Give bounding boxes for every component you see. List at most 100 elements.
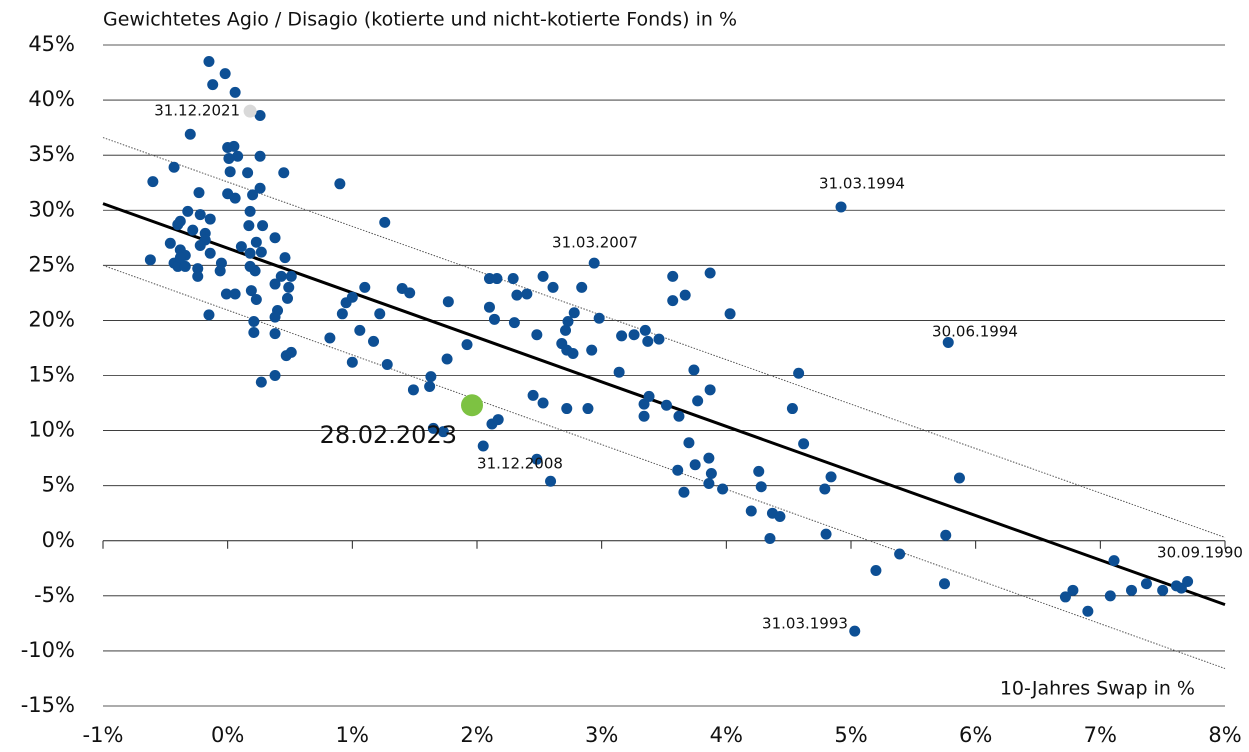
point bbox=[1059, 591, 1071, 603]
point bbox=[174, 252, 186, 264]
point bbox=[250, 236, 262, 248]
point bbox=[346, 356, 358, 368]
annotation: 30.06.1994 bbox=[932, 323, 1018, 341]
point bbox=[1082, 605, 1094, 617]
point bbox=[1067, 584, 1079, 596]
point bbox=[628, 329, 640, 341]
point bbox=[229, 192, 241, 204]
highlight-point bbox=[461, 394, 484, 417]
point bbox=[229, 86, 241, 98]
point bbox=[220, 288, 232, 300]
point bbox=[229, 288, 241, 300]
point bbox=[368, 335, 380, 347]
point bbox=[679, 289, 691, 301]
point bbox=[545, 475, 557, 487]
y-tick-label: 15% bbox=[28, 363, 75, 387]
point bbox=[593, 312, 605, 324]
point bbox=[672, 464, 684, 476]
point bbox=[953, 472, 965, 484]
chart-title: Gewichtetes Agio / Disagio (kotierte und… bbox=[103, 9, 737, 31]
y-tick-label: -15% bbox=[21, 693, 75, 717]
point bbox=[187, 224, 199, 236]
point bbox=[192, 270, 204, 282]
point bbox=[235, 241, 247, 253]
point bbox=[537, 397, 549, 409]
point bbox=[243, 220, 255, 232]
point bbox=[798, 438, 810, 450]
point bbox=[354, 324, 366, 336]
point bbox=[567, 347, 579, 359]
point bbox=[204, 213, 216, 225]
point bbox=[511, 289, 523, 301]
point bbox=[269, 311, 281, 323]
x-tick-label: 7% bbox=[1084, 723, 1117, 747]
point bbox=[324, 332, 336, 344]
point bbox=[683, 437, 695, 449]
x-tick-label: 2% bbox=[460, 723, 493, 747]
point bbox=[667, 295, 679, 307]
point bbox=[793, 367, 805, 379]
point bbox=[531, 329, 543, 341]
point bbox=[616, 330, 628, 342]
point bbox=[203, 56, 215, 68]
point bbox=[703, 477, 715, 489]
annotation: 31.03.1994 bbox=[819, 175, 905, 193]
point bbox=[269, 328, 281, 340]
point bbox=[182, 205, 194, 217]
point bbox=[667, 270, 679, 282]
point bbox=[477, 440, 489, 452]
point bbox=[427, 422, 439, 434]
point bbox=[461, 339, 473, 351]
point bbox=[374, 308, 386, 320]
y-tick-label: 45% bbox=[28, 32, 75, 56]
point bbox=[285, 270, 297, 282]
point bbox=[678, 486, 690, 498]
y-tick-label: 20% bbox=[28, 307, 75, 331]
point bbox=[203, 309, 215, 321]
point bbox=[704, 384, 716, 396]
point bbox=[179, 260, 191, 272]
point bbox=[639, 324, 651, 336]
annotation: 31.12.2008 bbox=[477, 455, 563, 473]
y-tick-label: -10% bbox=[21, 638, 75, 662]
point bbox=[244, 205, 256, 217]
point bbox=[255, 376, 267, 388]
point bbox=[184, 128, 196, 140]
point bbox=[442, 296, 454, 308]
y-tick-label: 25% bbox=[28, 252, 75, 276]
point bbox=[224, 166, 236, 178]
point bbox=[673, 410, 685, 422]
point bbox=[346, 291, 358, 303]
point bbox=[717, 483, 729, 495]
point bbox=[940, 529, 952, 541]
point bbox=[194, 209, 206, 221]
point bbox=[1126, 584, 1137, 596]
point bbox=[228, 140, 240, 152]
point bbox=[537, 270, 549, 282]
point bbox=[283, 281, 295, 293]
point bbox=[254, 150, 266, 162]
point bbox=[254, 110, 266, 122]
point bbox=[507, 273, 519, 285]
point bbox=[407, 384, 419, 396]
point bbox=[588, 257, 600, 269]
y-tick-label: 5% bbox=[42, 473, 75, 497]
point bbox=[508, 317, 520, 329]
x-tick-label: 3% bbox=[585, 723, 618, 747]
point bbox=[653, 333, 665, 345]
point bbox=[255, 246, 267, 258]
x-tick-label: 5% bbox=[834, 723, 867, 747]
point bbox=[582, 403, 594, 415]
point bbox=[250, 293, 262, 305]
point bbox=[275, 270, 287, 282]
point bbox=[942, 336, 954, 348]
point bbox=[560, 324, 572, 336]
point bbox=[638, 410, 650, 422]
point bbox=[547, 281, 559, 293]
point bbox=[285, 346, 297, 358]
x-axis-label: 10-Jahres Swap in % bbox=[1000, 678, 1195, 700]
point bbox=[613, 366, 625, 378]
point bbox=[147, 176, 159, 188]
point bbox=[527, 389, 539, 401]
